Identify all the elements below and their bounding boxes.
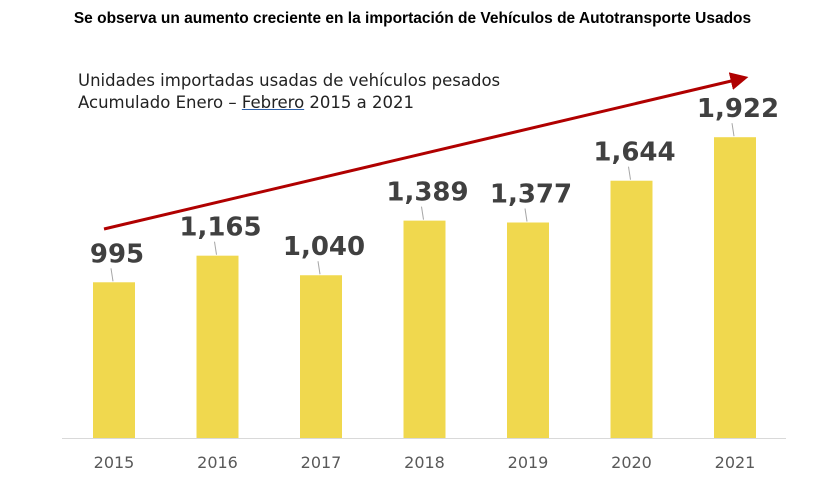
data-label-2018: 1,389	[386, 178, 468, 208]
bar-2015	[93, 282, 135, 438]
trend-arrow-up	[103, 72, 749, 231]
x-tick-label-2017: 2017	[301, 453, 342, 472]
x-tick-label-2016: 2016	[197, 453, 238, 472]
labels-layer: 995 1,165 1,040 1,389 1,377 1,644 1,922	[90, 94, 779, 282]
x-tick-label-2018: 2018	[404, 453, 445, 472]
leader-line-2017	[317, 261, 321, 275]
leader-line-2021	[731, 123, 735, 137]
bar-2020	[610, 180, 653, 439]
bars-layer	[93, 137, 756, 439]
ticks-layer: 2015 2016 2017 2018 2019 2020 2021	[94, 453, 756, 472]
subtitle-prefix: Acumulado Enero –	[78, 93, 242, 112]
x-tick-label-2021: 2021	[715, 453, 756, 472]
leader-line-2015	[110, 268, 114, 282]
data-label-2016: 1,165	[179, 213, 261, 243]
data-label-2017: 1,040	[283, 232, 365, 262]
bar-2018	[403, 220, 446, 438]
data-label-2021: 1,922	[697, 94, 779, 124]
bar-2019	[507, 222, 549, 438]
page-title: Se observa un aumento creciente en la im…	[73, 10, 752, 27]
bar-2017	[300, 275, 342, 438]
leader-line-2016	[214, 241, 217, 255]
x-tick-label-2020: 2020	[611, 453, 652, 472]
bar-2021	[714, 137, 756, 438]
x-tick-label-2015: 2015	[94, 453, 135, 472]
subtitle-line-2: Acumulado Enero – Febrero 2015 a 2021	[78, 92, 500, 114]
bar-2016	[196, 255, 239, 438]
data-label-2015: 995	[90, 239, 144, 269]
leader-line-2019	[524, 208, 528, 222]
subtitle-line-1: Unidades importadas usadas de vehículos …	[78, 71, 501, 90]
data-label-2020: 1,644	[593, 138, 675, 168]
leader-line-2018	[421, 206, 424, 220]
data-label-2019: 1,377	[490, 179, 572, 209]
leader-line-2020	[628, 166, 631, 180]
chart-subtitle: Unidades importadas usadas de vehículos …	[78, 70, 500, 114]
x-tick-label-2019: 2019	[508, 453, 549, 472]
subtitle-underlined-month: Febrero	[241, 93, 305, 112]
subtitle-suffix: 2015 a 2021	[304, 93, 414, 112]
